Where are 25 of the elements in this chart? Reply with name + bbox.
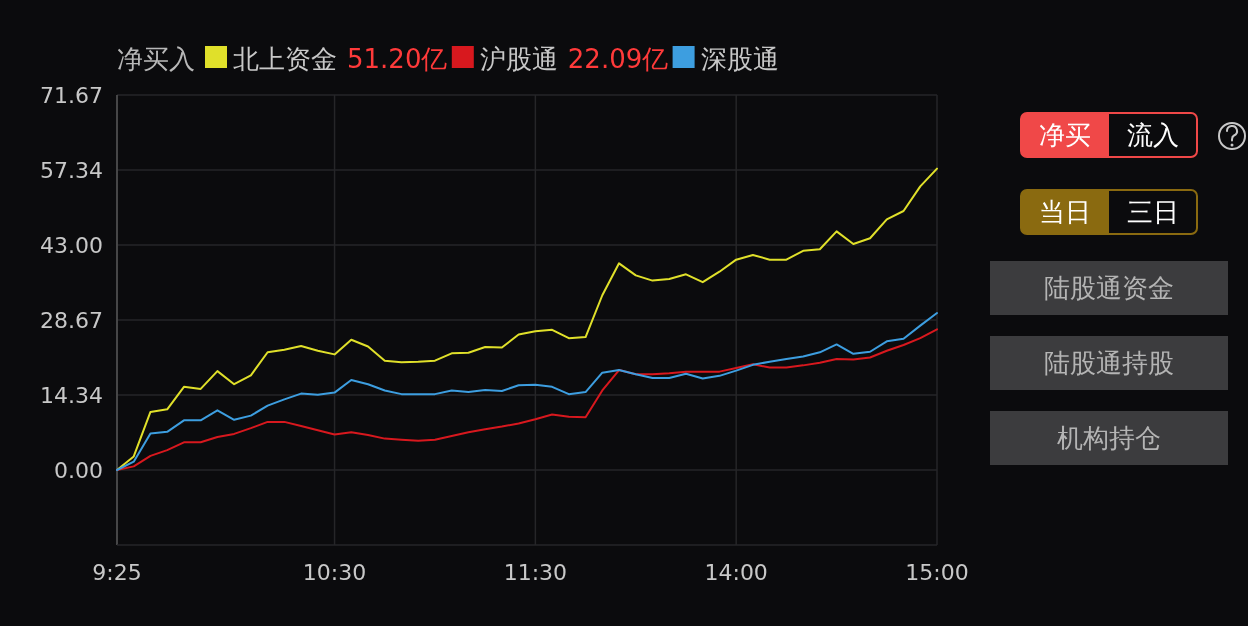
x-tick-label: 9:25 [92, 560, 142, 585]
y-tick-label: 14.34 [40, 382, 103, 408]
x-tick-label: 10:30 [302, 560, 367, 585]
legend-title: 净买入 [117, 44, 195, 74]
legend-label: 沪股通 [479, 44, 558, 74]
y-tick-label: 43.00 [40, 232, 103, 258]
text: 机构持仓 [1057, 423, 1161, 453]
text: 22.09亿 [567, 44, 669, 74]
legend-label: 北上资金 [233, 44, 337, 74]
y-tick-label: 28.67 [40, 307, 103, 333]
y-tick-label: 71.67 [40, 82, 103, 108]
text: 净买 [1039, 120, 1091, 150]
legend-label: 深股通 [700, 44, 779, 74]
line-series [116, 167, 938, 472]
text: 51.20亿 [347, 44, 448, 74]
text: 流入 [1127, 120, 1179, 150]
x-tick-label: 14:00 [704, 560, 768, 585]
text: 当日 [1039, 197, 1091, 227]
text: 三日 [1127, 197, 1179, 227]
y-tick-label: 0.00 [54, 457, 103, 483]
x-tick-label: 15:00 [905, 560, 969, 585]
text: 陆股通资金 [1044, 273, 1174, 303]
text: 陆股通持股 [1044, 348, 1174, 378]
y-tick-label: 57.34 [40, 157, 103, 183]
x-tick-label: 11:30 [503, 560, 568, 585]
